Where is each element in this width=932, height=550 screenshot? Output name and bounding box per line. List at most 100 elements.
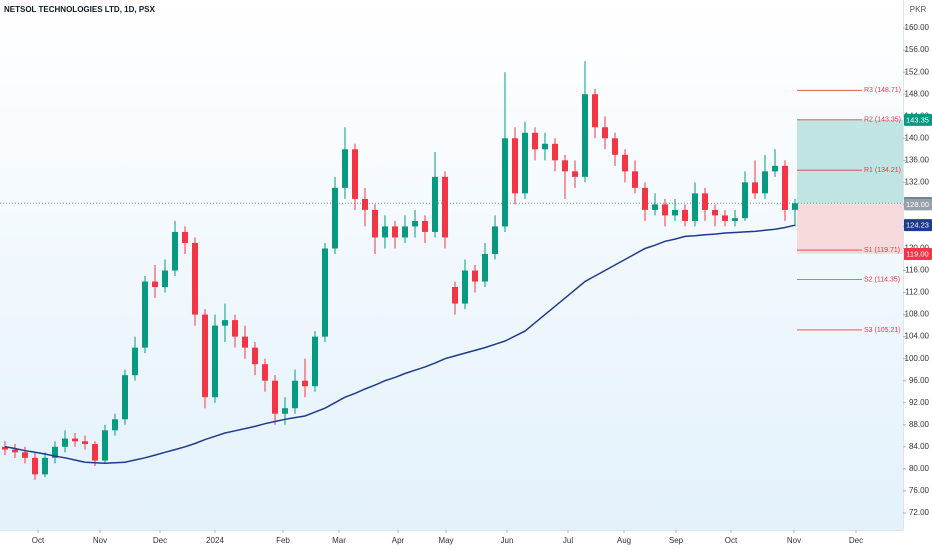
- y-tick-label: 104.00: [905, 332, 930, 341]
- candle-body: [652, 204, 658, 210]
- x-tick-label: Apr: [392, 536, 405, 545]
- y-tick-label: 140.00: [905, 133, 930, 142]
- candle-body: [362, 198, 368, 210]
- loss-zone: [797, 203, 903, 254]
- pivot-label: S1 (119.71): [864, 247, 900, 254]
- chart-title: NETSOL TECHNOLOGIES LTD, 1D, PSX: [4, 5, 155, 14]
- candle-body: [692, 193, 698, 221]
- candle-body: [152, 281, 158, 288]
- candle-body: [762, 171, 768, 194]
- candle-body: [502, 138, 508, 227]
- candle-body: [542, 143, 548, 150]
- x-tick-label: Mar: [332, 536, 346, 545]
- y-tick-label: 160.00: [905, 23, 930, 32]
- y-tick-label: 100.00: [905, 354, 930, 363]
- candle-body: [382, 226, 388, 238]
- price-tag: [904, 247, 932, 260]
- y-tick-label: 72.00: [909, 508, 930, 517]
- y-tick-label: 92.00: [909, 398, 930, 407]
- plot-background: [0, 0, 903, 530]
- candle-body: [792, 203, 798, 210]
- candle-body: [312, 336, 318, 387]
- candle-body: [52, 446, 58, 458]
- y-tick-label: 136.00: [905, 155, 930, 164]
- y-tick-label: 76.00: [909, 486, 930, 495]
- candle-body: [622, 154, 628, 172]
- candle-body: [102, 430, 108, 461]
- candle-body: [492, 226, 498, 254]
- candle-body: [442, 176, 448, 238]
- candle-body: [282, 408, 288, 414]
- candle-body: [42, 457, 48, 475]
- candle-body: [202, 314, 208, 398]
- candle-body: [402, 226, 408, 238]
- candle-body: [172, 231, 178, 271]
- price-tag-label: 124.23: [906, 221, 929, 230]
- candle-body: [132, 347, 138, 376]
- candle-body: [752, 182, 758, 194]
- candle-body: [512, 138, 518, 194]
- pivot-label: R1 (134.21): [864, 167, 901, 174]
- price-tag-label: 143.35: [906, 115, 929, 124]
- candle-body: [222, 320, 228, 326]
- pivot-label: S2 (114.35): [864, 276, 900, 283]
- candle-body: [592, 94, 598, 128]
- candle-body: [2, 446, 8, 450]
- candle-body: [672, 209, 678, 216]
- candle-body: [342, 149, 348, 188]
- candle-body: [702, 193, 708, 210]
- candle-body: [452, 287, 458, 304]
- y-tick-label: 96.00: [909, 376, 930, 385]
- candle-body: [192, 242, 198, 315]
- candle-body: [522, 132, 528, 194]
- pivot-label: R3 (148.71): [864, 87, 901, 94]
- candle-body: [302, 380, 308, 387]
- candle-body: [322, 248, 328, 337]
- candle-body: [352, 149, 358, 199]
- candle-body: [82, 441, 88, 445]
- y-tick-label: 132.00: [905, 177, 930, 186]
- x-tick-label: Nov: [787, 536, 801, 545]
- y-tick-label: 88.00: [909, 420, 930, 429]
- pivot-label: S3 (105.21): [864, 327, 901, 334]
- candle-body: [162, 270, 168, 288]
- candle-body: [372, 209, 378, 238]
- candle-body: [432, 176, 438, 232]
- candle-body: [72, 438, 78, 442]
- candle-body: [562, 160, 568, 172]
- candle-body: [142, 281, 148, 348]
- candle-body: [722, 215, 728, 221]
- price-tag: [904, 198, 932, 211]
- candle-body: [332, 187, 338, 249]
- candle-body: [612, 138, 618, 155]
- pivot-label: R2 (143.35): [864, 117, 901, 124]
- candle-body: [12, 449, 18, 453]
- candle-body: [252, 347, 258, 365]
- x-tick-label: Nov: [93, 536, 107, 545]
- price-tag: [904, 113, 932, 126]
- x-tick-label: Jul: [563, 536, 573, 545]
- candle-body: [292, 380, 298, 409]
- candle-body: [482, 253, 488, 282]
- candle-body: [22, 452, 28, 458]
- candle-body: [532, 132, 538, 150]
- x-tick-label: Oct: [32, 536, 45, 545]
- candle-body: [682, 209, 688, 221]
- profit-zone: [797, 119, 903, 204]
- y-tick-label: 116.00: [905, 266, 929, 275]
- candle-body: [392, 226, 398, 238]
- candle-body: [242, 336, 248, 348]
- candle-body: [62, 438, 68, 447]
- currency-label: PKR: [910, 5, 927, 14]
- x-tick-label: Dec: [849, 536, 863, 545]
- y-tick-label: 156.00: [905, 45, 930, 54]
- candle-body: [92, 444, 98, 461]
- candle-body: [212, 325, 218, 398]
- candle-body: [112, 419, 118, 431]
- moving-average: [4, 224, 796, 465]
- candle-body: [572, 171, 578, 177]
- candle-body: [462, 270, 468, 304]
- candle-body: [602, 127, 608, 139]
- candle-body: [712, 209, 718, 216]
- candle-body: [582, 94, 588, 177]
